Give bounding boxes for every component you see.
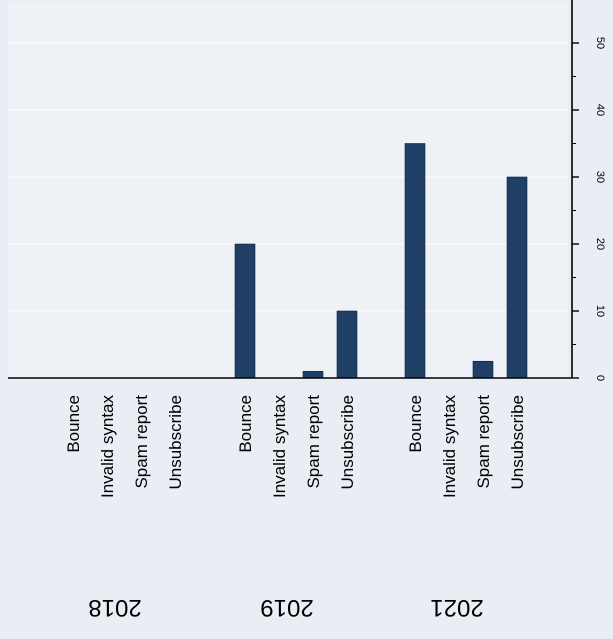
y-tick-label: 40	[594, 104, 606, 116]
bar	[404, 143, 426, 379]
plot-area	[8, 2, 568, 378]
group-label: 2019	[260, 594, 313, 621]
category-label: Invalid syntax	[440, 395, 459, 498]
y-tick-label: 50	[594, 37, 606, 49]
y-tick-label: 20	[594, 238, 606, 250]
category-label: Bounce	[236, 395, 255, 453]
y-axis	[8, 0, 573, 379]
y-tick-label: 10	[594, 305, 606, 317]
group-label: 2018	[88, 594, 141, 621]
grid-layer	[8, 42, 568, 312]
category-label: Invalid syntax	[98, 395, 117, 498]
bar	[472, 360, 494, 379]
category-label: Invalid syntax	[270, 395, 289, 498]
group-label: 2021	[430, 594, 483, 621]
category-label: Bounce	[406, 395, 425, 453]
bar-layer	[234, 143, 528, 379]
bar	[506, 176, 528, 379]
category-label: Bounce	[64, 395, 83, 453]
tick-layer: 0 10 20 30 40 50	[572, 37, 606, 381]
bar	[302, 370, 324, 379]
y-tick-label: 30	[594, 171, 606, 183]
category-label: Unsubscribe	[508, 395, 527, 490]
category-label: Spam report	[304, 395, 323, 489]
category-label: Unsubscribe	[338, 395, 357, 490]
bar	[336, 310, 358, 379]
category-labels: Bounce Invalid syntax Spam report Unsubscri…	[64, 395, 527, 498]
group-labels: 2018 2019 2021	[88, 594, 483, 621]
y-tick-label: 0	[594, 375, 606, 381]
bar	[234, 243, 256, 379]
category-label: Spam report	[474, 395, 493, 489]
category-label: Unsubscribe	[166, 395, 185, 490]
category-label: Spam report	[132, 395, 151, 489]
